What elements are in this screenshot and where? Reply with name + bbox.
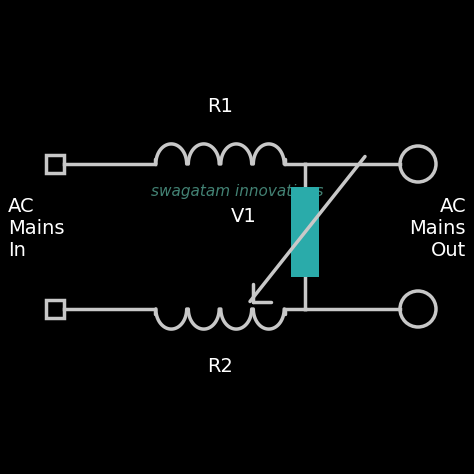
Bar [46, 300, 64, 318]
Text: AC
Mains
In: AC Mains In [8, 197, 64, 260]
Text: AC
Mains
Out: AC Mains Out [410, 197, 466, 260]
Text: V1: V1 [231, 207, 257, 226]
Bar [291, 186, 319, 276]
Text: R2: R2 [207, 357, 233, 376]
Text: R1: R1 [207, 97, 233, 116]
Bar [46, 155, 64, 173]
Text: swagatam innovations: swagatam innovations [151, 184, 323, 199]
